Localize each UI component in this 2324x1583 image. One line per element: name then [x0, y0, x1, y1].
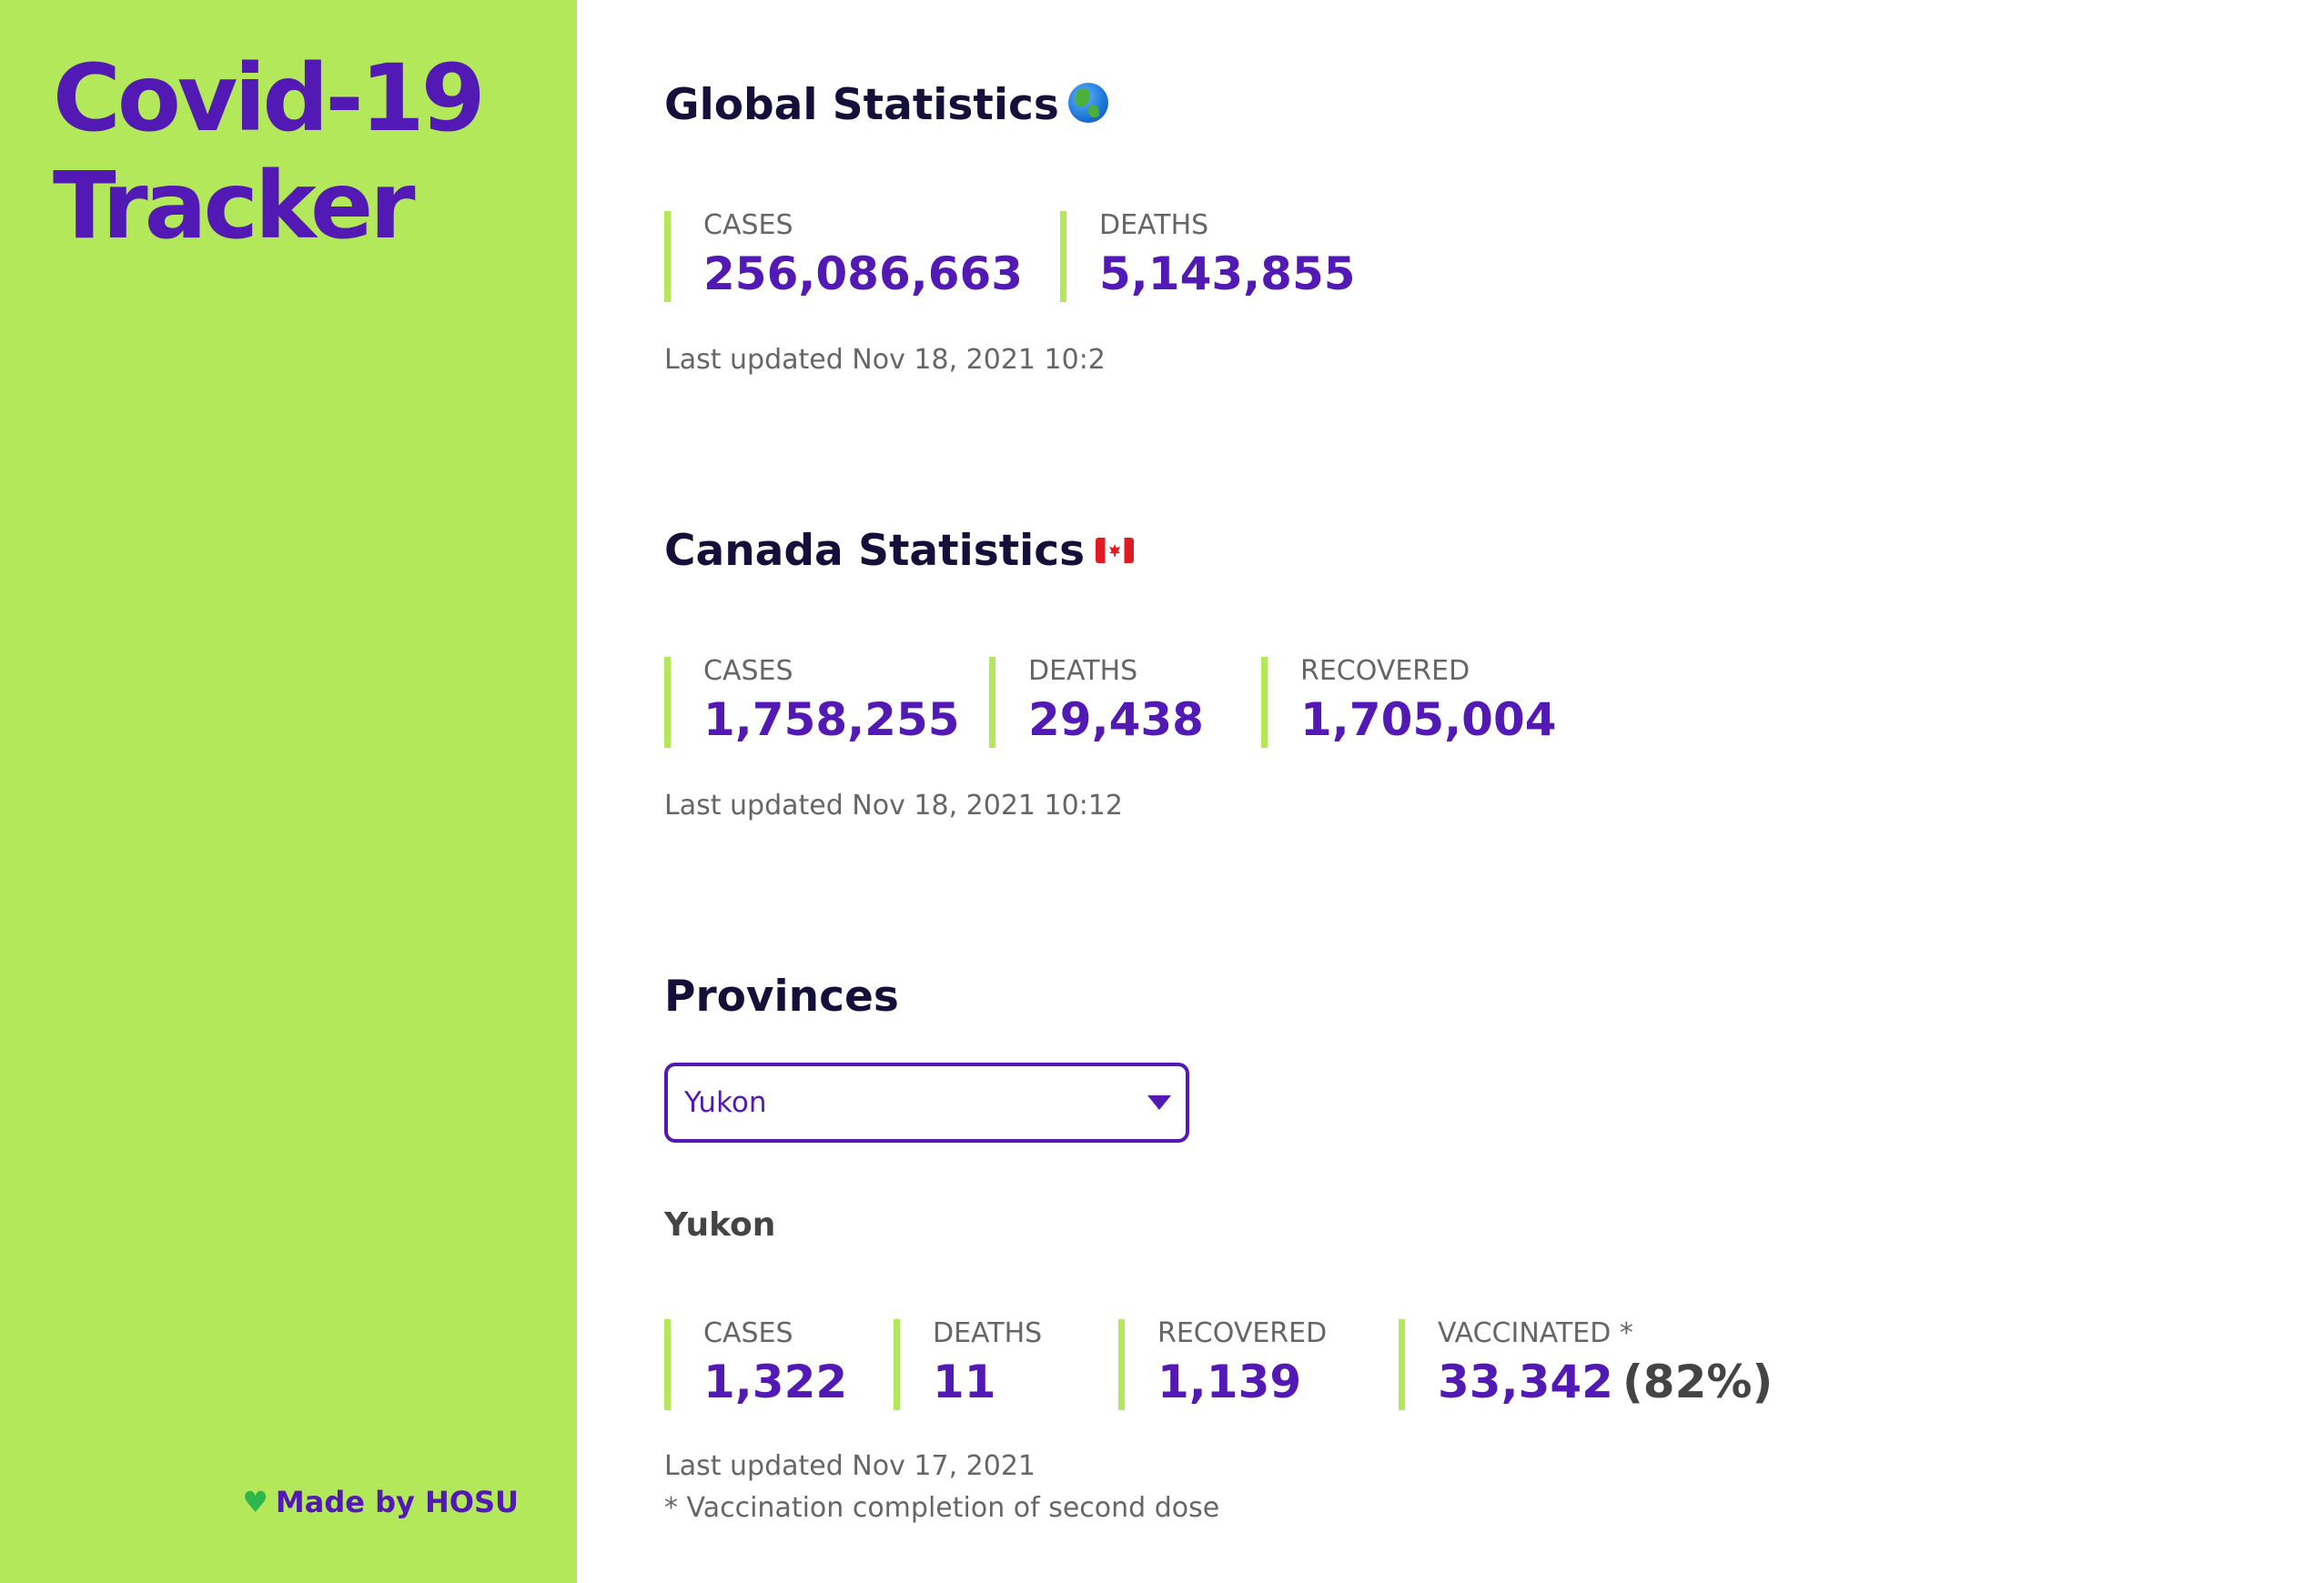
canada-statistics-title: Canada Statistics: [664, 526, 1135, 576]
global-cases-stat: CASES 256,086,663: [664, 211, 1023, 302]
stat-label: CASES: [703, 209, 793, 241]
stat-value: 1,758,255: [703, 693, 960, 746]
sidebar: Covid-19 Tracker ♥ Made by HOSU: [0, 0, 577, 1583]
province-deaths-stat: DEATHS 11: [894, 1319, 1042, 1410]
stat-value: 1,322: [703, 1356, 848, 1408]
global-statistics-title: Global Statistics: [664, 80, 1108, 130]
green-heart-icon: ♥: [242, 1485, 268, 1519]
app-title-line2: Tracker: [53, 152, 416, 260]
stat-value: 1,139: [1157, 1356, 1302, 1408]
stat-label: CASES: [703, 1317, 793, 1349]
provinces-title: Provinces: [664, 972, 899, 1022]
province-cases-stat: CASES 1,322: [664, 1319, 847, 1410]
canada-title-text: Canada Statistics: [664, 526, 1086, 576]
vaccinated-value: 33,342: [1438, 1356, 1613, 1408]
canada-flag-icon: [1096, 538, 1135, 563]
global-last-updated: Last updated Nov 18, 2021 10:2: [664, 344, 1106, 376]
stat-value: 11: [933, 1356, 996, 1408]
province-select-value: Yukon: [684, 1086, 767, 1119]
stat-label: DEATHS: [1028, 655, 1138, 687]
vaccination-footnote: * Vaccination completion of second dose: [664, 1492, 1220, 1524]
province-last-updated: Last updated Nov 17, 2021: [664, 1450, 1036, 1482]
vaccinated-percent: (82%): [1622, 1356, 1773, 1408]
stat-label: RECOVERED: [1157, 1317, 1328, 1349]
stat-label: CASES: [703, 655, 793, 687]
province-name: Yukon: [664, 1206, 776, 1244]
canada-deaths-stat: DEATHS 29,438: [989, 657, 1204, 748]
canada-recovered-stat: RECOVERED 1,705,004: [1261, 657, 1557, 748]
stat-value-row: 33,342 (82%): [1438, 1356, 1773, 1408]
stat-value: 29,438: [1028, 693, 1204, 746]
province-vaccinated-stat: VACCINATED * 33,342 (82%): [1399, 1319, 1773, 1410]
stat-value: 1,705,004: [1300, 693, 1557, 746]
credit: ♥ Made by HOSU: [242, 1485, 519, 1519]
stat-label: RECOVERED: [1300, 655, 1470, 687]
stat-label: DEATHS: [933, 1317, 1043, 1349]
canada-cases-stat: CASES 1,758,255: [664, 657, 960, 748]
globe-icon: [1067, 83, 1108, 123]
global-deaths-stat: DEATHS 5,143,855: [1060, 211, 1356, 302]
stat-label: VACCINATED *: [1438, 1317, 1633, 1349]
caret-down-icon[interactable]: [1147, 1095, 1171, 1110]
province-select[interactable]: Yukon: [664, 1063, 1189, 1143]
app-title-line1: Covid-19: [53, 45, 486, 153]
stat-value: 256,086,663: [703, 247, 1024, 300]
stat-value: 5,143,855: [1099, 247, 1356, 300]
province-recovered-stat: RECOVERED 1,139: [1118, 1319, 1327, 1410]
credit-text: Made by HOSU: [275, 1485, 519, 1519]
stat-label: DEATHS: [1099, 209, 1209, 241]
canada-last-updated: Last updated Nov 18, 2021 10:12: [664, 790, 1123, 822]
global-title-text: Global Statistics: [664, 80, 1059, 130]
app-title: Covid-19 Tracker: [53, 45, 486, 260]
